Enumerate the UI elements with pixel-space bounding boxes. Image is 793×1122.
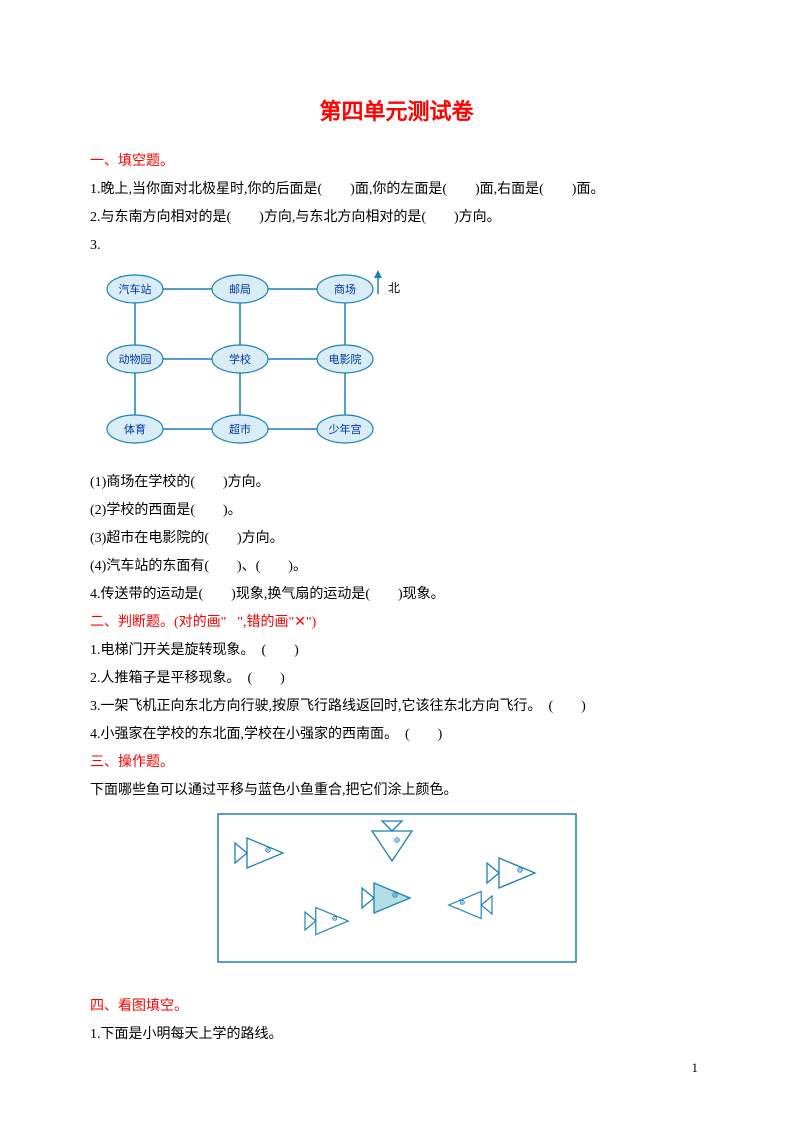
q1-3-1: (1)商场在学校的( )方向。 [90,469,703,497]
section-4-header: 四、看图填空。 [90,993,703,1021]
svg-text:学校: 学校 [229,352,251,366]
section-2-header: 二、判断题。(对的画"􀳫",错的画"✕") [90,609,703,637]
q1-2: 2.与东南方向相对的是( )方向,与东北方向相对的是( )方向。 [90,204,703,232]
svg-text:汽车站: 汽车站 [119,282,152,296]
svg-text:超市: 超市 [229,422,251,436]
svg-text:动物园: 动物园 [119,352,152,366]
q2-4: 4.小强家在学校的东北面,学校在小强家的西南面。 ( ) [90,721,703,749]
q2-3: 3.一架飞机正向东北方向行驶,按原飞行路线返回时,它该往东北方向飞行。 ( ) [90,693,703,721]
svg-text:少年宫: 少年宫 [329,422,362,436]
q2-2: 2.人推箱子是平移现象。 ( ) [90,665,703,693]
page-title: 第四单元测试卷 [90,90,703,134]
section-1-header: 一、填空题。 [90,148,703,176]
location-diagram-svg: 汽车站 邮局 商场动物园 学校 电影院体育 超市 少年宫 北 [90,264,410,454]
svg-text:邮局: 邮局 [229,283,251,296]
svg-text:商场: 商场 [334,282,356,296]
q1-3-label: 3. [90,232,703,260]
fish-figure [217,813,577,963]
q1-3-2: (2)学校的西面是( )。 [90,497,703,525]
section-3-header: 三、操作题。 [90,749,703,777]
page-number: 1 [692,1060,699,1076]
page-content: 第四单元测试卷 一、填空题。 1.晚上,当你面对北极星时,你的后面是( )面,你… [0,0,793,1079]
svg-text:北: 北 [388,281,400,295]
q4-1: 1.下面是小明每天上学的路线。 [90,1021,703,1049]
q1-3-4: (4)汽车站的东面有( )、( )。 [90,553,703,581]
q1-1: 1.晚上,当你面对北极星时,你的后面是( )面,你的左面是( )面,右面是( )… [90,176,703,204]
q1-3-3: (3)超市在电影院的( )方向。 [90,525,703,553]
q3-prompt: 下面哪些鱼可以通过平移与蓝色小鱼重合,把它们涂上颜色。 [90,777,703,805]
svg-text:体育: 体育 [124,422,146,436]
q1-4: 4.传送带的运动是( )现象,换气扇的运动是( )现象。 [90,581,703,609]
q2-1: 1.电梯门开关是旋转现象。 ( ) [90,637,703,665]
fish-figure-wrap [90,813,703,963]
svg-text:电影院: 电影院 [329,352,362,366]
location-diagram: 汽车站 邮局 商场动物园 学校 电影院体育 超市 少年宫 北 [90,264,703,465]
